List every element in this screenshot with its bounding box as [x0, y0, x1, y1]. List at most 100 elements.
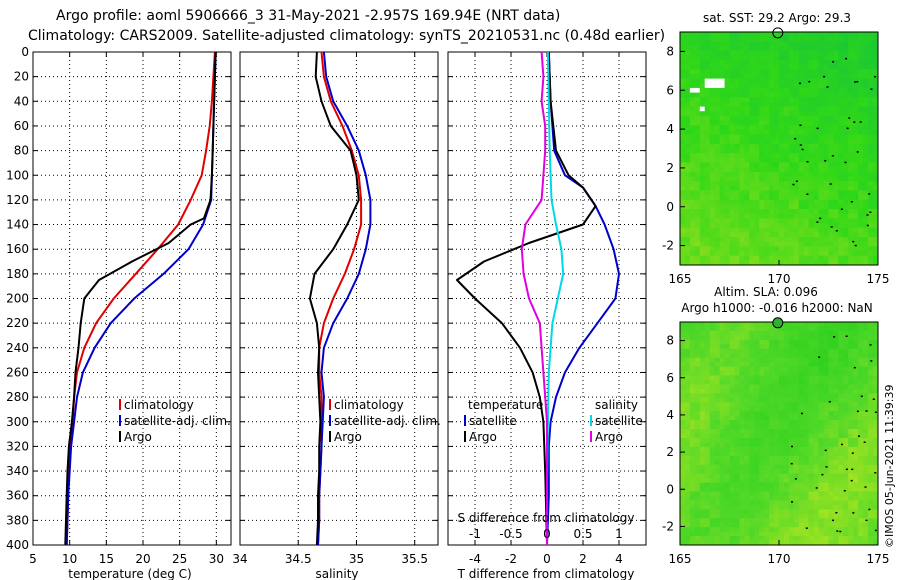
sst-map-cell [759, 69, 765, 75]
sla-map-cell [694, 366, 701, 372]
sst-map-cell [734, 241, 740, 247]
sla-map-cell [749, 344, 755, 350]
sst-map-cell [818, 73, 825, 80]
sla-map-xtick-label: 165 [669, 552, 692, 566]
sla-map-cell [724, 478, 730, 484]
sla-map-cell [853, 415, 859, 421]
sst-map-cell [774, 134, 780, 140]
sst-map-cell [759, 255, 765, 261]
sst-map-cell [838, 157, 844, 163]
sla-map-cell [774, 460, 780, 466]
sla-map-cell [803, 326, 810, 332]
sla-map-cell [788, 446, 795, 452]
sla-map-cell [823, 522, 829, 528]
sst-map-cell [868, 59, 874, 66]
sst-map-cell [853, 181, 859, 187]
sst-map-cell [863, 92, 869, 98]
sst-map-cell [803, 45, 810, 52]
sla-map-cell [808, 451, 815, 457]
sla-map-cell [694, 527, 701, 533]
sla-map-cell [729, 455, 735, 461]
sst-map-cell [843, 241, 849, 247]
sst-map-cell [754, 185, 760, 191]
sst-map-cell [709, 167, 716, 173]
sla-map-cell [873, 326, 879, 332]
sla-map-cell [739, 513, 745, 519]
sla-map-cell [803, 540, 810, 546]
sla-map-cell [833, 366, 839, 372]
sla-map-cell [828, 478, 834, 484]
sla-map-cell [694, 522, 701, 528]
sst-map-cell [744, 73, 750, 80]
sst-map-cell [848, 195, 854, 201]
sla-map-cell [699, 522, 706, 528]
sla-map-cell [680, 322, 686, 327]
sst-map-cell [729, 120, 735, 126]
sla-map-cell [709, 335, 716, 341]
sst-map-cell [863, 106, 869, 112]
sla-map-cell [694, 411, 701, 417]
sla-map-cell [689, 437, 696, 443]
sst-map-cell [734, 50, 740, 56]
sst-map-cell [788, 223, 795, 229]
sla-map-cell [774, 348, 780, 354]
sst-map-cell [739, 97, 745, 103]
salinity-diff-tick-label: 0 [543, 527, 551, 541]
sst-map-cell [724, 45, 730, 52]
sst-map-cell [813, 199, 820, 205]
sla-map-cell [714, 460, 721, 466]
sla-map-cell [759, 353, 765, 359]
sla-map-cell [818, 402, 825, 408]
sst-map-cell [739, 241, 745, 247]
sla-map-cell [808, 344, 815, 350]
sla-map-cell [739, 446, 745, 452]
sla-map-coastline-speck [828, 401, 831, 403]
sst-map-cell [754, 195, 760, 201]
sst-map-cell [734, 255, 740, 261]
sla-map-cell [764, 402, 770, 408]
sst-map-cell [694, 73, 701, 80]
sst-map-cell [774, 92, 780, 98]
sst-map-cell [848, 45, 854, 52]
sla-map-cell [680, 460, 686, 466]
sst-map-cell [759, 64, 765, 70]
sst-map-cell [684, 237, 691, 243]
sst-map-cell [769, 45, 775, 52]
sst-map-cell [783, 120, 790, 126]
sst-map-xtick-label: 170 [768, 272, 791, 286]
sla-map-cell [803, 455, 810, 461]
sla-map-cell [793, 540, 800, 546]
sla-map-cell [873, 353, 879, 359]
sst-map-cell [774, 97, 780, 103]
sla-map-cell [774, 531, 780, 537]
sla-map-cell [729, 339, 735, 345]
sla-map-cell [734, 415, 740, 421]
sst-map-cell [833, 115, 839, 122]
sst-map-cell [759, 195, 765, 201]
sla-map-cell [873, 451, 879, 457]
sst-map-cell [783, 176, 790, 182]
sst-map-cell [793, 153, 800, 159]
sla-map-cell [848, 473, 854, 479]
sst-map-cell [813, 125, 820, 131]
sla-map-cell [793, 411, 800, 417]
sst-map-cell [739, 32, 745, 38]
sla-map-cell [858, 335, 864, 341]
sla-map-cell [788, 402, 795, 408]
sla-map-cell [788, 397, 795, 403]
sst-map-cell [684, 55, 691, 61]
sst-map-cell [863, 176, 869, 182]
sla-map-cell [739, 518, 745, 524]
sla-map-cell [838, 527, 844, 533]
sst-map-cell [779, 92, 785, 98]
sla-map-cell [788, 495, 795, 501]
sst-map-cell [734, 69, 740, 75]
sst-map-cell [858, 157, 864, 163]
sst-map-cell [744, 120, 750, 126]
sla-map-cell [828, 362, 834, 368]
sst-map-cell [734, 246, 740, 252]
sst-map-cell [798, 83, 805, 89]
temperature-xtick-label: 30 [209, 552, 224, 566]
sla-map-cell [783, 509, 790, 515]
sst-map-cell [803, 78, 810, 84]
